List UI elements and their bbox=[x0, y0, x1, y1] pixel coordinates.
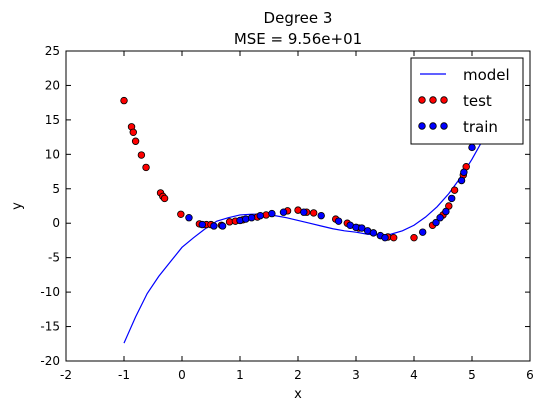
x-tick-label: -1 bbox=[118, 368, 130, 382]
x-tick-labels: -2 -1 0 1 2 3 4 5 6 bbox=[60, 368, 534, 382]
legend-test-marker bbox=[429, 96, 437, 104]
train-points bbox=[185, 143, 476, 242]
legend-model-label: model bbox=[463, 66, 510, 84]
test-point bbox=[177, 210, 185, 218]
train-point bbox=[256, 211, 264, 220]
test-point bbox=[410, 233, 418, 242]
y-tick-label: 5 bbox=[52, 182, 60, 196]
test-point bbox=[390, 233, 398, 242]
train-point bbox=[436, 214, 444, 222]
test-point bbox=[309, 209, 318, 217]
test-point bbox=[450, 186, 459, 194]
chart-title: Degree 3 bbox=[264, 9, 333, 27]
legend-test-marker bbox=[418, 96, 426, 104]
train-point bbox=[198, 220, 206, 229]
model-line bbox=[123, 114, 496, 344]
test-point bbox=[142, 163, 150, 172]
train-point bbox=[317, 211, 325, 220]
y-axis-label: y bbox=[10, 202, 25, 210]
x-axis-label: x bbox=[294, 387, 302, 402]
x-tick-label: -2 bbox=[60, 368, 72, 382]
y-tick-label: 15 bbox=[45, 113, 60, 127]
ticks bbox=[66, 51, 530, 361]
legend-train-marker bbox=[418, 122, 426, 130]
legend-train-label: train bbox=[463, 118, 498, 136]
train-point bbox=[457, 176, 466, 185]
y-tick-label: 10 bbox=[45, 147, 60, 161]
y-tick-label: -20 bbox=[40, 354, 60, 368]
train-point bbox=[185, 214, 193, 222]
y-tick-label: -15 bbox=[40, 320, 60, 334]
y-tick-label: 20 bbox=[45, 78, 60, 92]
legend-train-markers bbox=[418, 122, 448, 130]
train-point bbox=[358, 224, 366, 232]
chart-subtitle: MSE = 9.56e+01 bbox=[234, 30, 362, 48]
train-point bbox=[247, 214, 256, 222]
y-tick-label: -10 bbox=[40, 285, 60, 299]
legend-test-label: test bbox=[463, 92, 492, 110]
x-tick-label: 3 bbox=[352, 368, 360, 382]
y-tick-label: -5 bbox=[48, 251, 60, 265]
legend: model test train bbox=[410, 57, 524, 145]
train-point bbox=[210, 222, 218, 230]
legend-test-markers bbox=[418, 96, 448, 104]
legend-train-marker bbox=[440, 122, 448, 130]
test-point bbox=[137, 151, 146, 159]
legend-train-marker bbox=[429, 122, 437, 130]
y-tick-label: 25 bbox=[45, 44, 60, 58]
train-point bbox=[442, 207, 450, 216]
train-point bbox=[419, 228, 427, 236]
x-tick-label: 5 bbox=[468, 368, 476, 382]
x-tick-label: 1 bbox=[236, 368, 244, 382]
train-point bbox=[432, 218, 440, 227]
data-layer bbox=[120, 96, 496, 344]
x-tick-label: 4 bbox=[410, 368, 418, 382]
train-point bbox=[448, 194, 456, 203]
x-tick-label: 2 bbox=[294, 368, 302, 382]
train-point bbox=[300, 208, 308, 216]
test-point bbox=[129, 128, 137, 136]
test-point bbox=[131, 137, 140, 145]
train-point bbox=[334, 217, 343, 225]
test-point bbox=[120, 96, 128, 105]
x-tick-label: 0 bbox=[178, 368, 186, 382]
train-point bbox=[468, 143, 476, 152]
plot-frame bbox=[65, 50, 531, 362]
test-point bbox=[160, 194, 169, 203]
y-tick-labels: -20 -15 -10 -5 0 5 10 15 20 25 bbox=[40, 44, 60, 368]
train-point bbox=[279, 208, 288, 216]
train-point bbox=[460, 168, 468, 176]
y-tick-label: 0 bbox=[52, 216, 60, 230]
train-point bbox=[381, 233, 389, 242]
x-tick-label: 6 bbox=[526, 368, 534, 382]
legend-test-marker bbox=[440, 96, 448, 104]
train-point bbox=[268, 209, 276, 218]
train-point bbox=[369, 229, 378, 237]
train-point bbox=[218, 222, 227, 230]
